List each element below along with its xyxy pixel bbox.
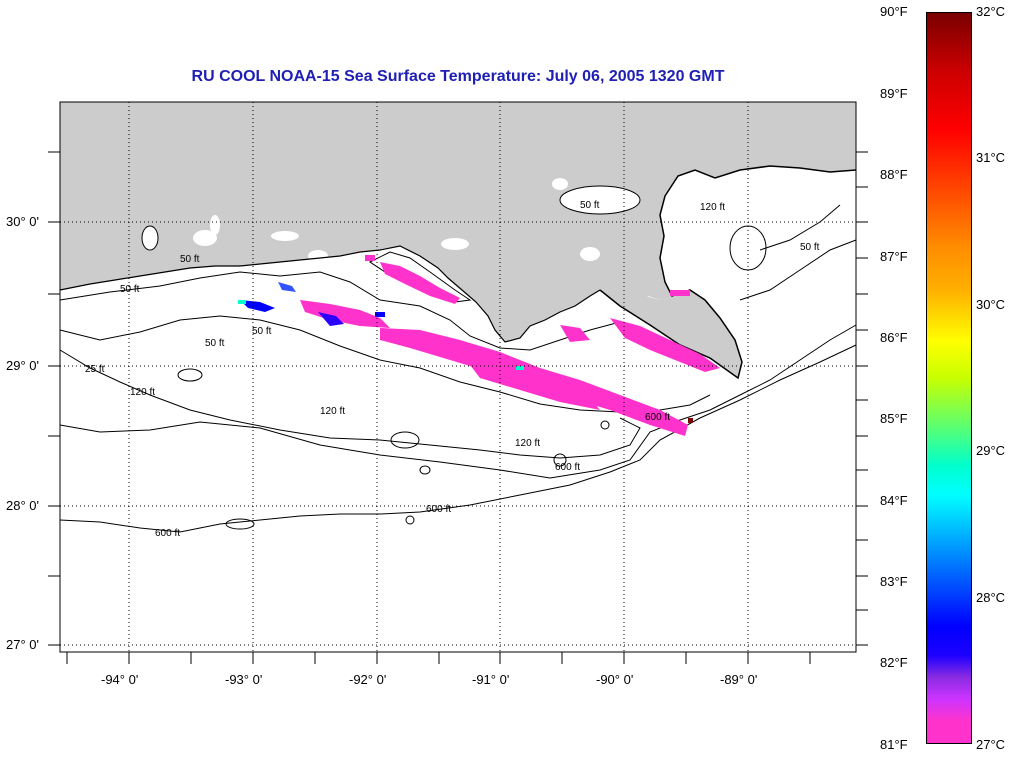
contour-label: 120 ft [130, 387, 155, 398]
colorbar-c-label: 29°C [976, 443, 1006, 458]
map-frame [59, 101, 857, 653]
colorbar-f-label: 90°F [880, 4, 908, 19]
lon-label: -91° 0' [472, 672, 510, 687]
lat-label: 30° 0' [6, 214, 39, 229]
colorbar-c-label: 28°C [976, 590, 1006, 605]
colorbar-f-label: 89°F [880, 86, 908, 101]
lon-label: -94° 0' [101, 672, 139, 687]
colorbar-f-label: 82°F [880, 655, 908, 670]
axis-ticks [48, 151, 868, 664]
grid-lines [60, 102, 856, 652]
contour-label: 120 ft [320, 406, 345, 417]
colorbar-f-label: 88°F [880, 167, 908, 182]
lon-label: -92° 0' [349, 672, 387, 687]
lon-label: -89° 0' [720, 672, 758, 687]
contour-label: 600 ft [645, 412, 670, 423]
contour-label: 600 ft [155, 528, 180, 539]
contour-label: 600 ft [555, 462, 580, 473]
colorbar-f-label: 86°F [880, 330, 908, 345]
contour-label: 50 ft [252, 326, 272, 337]
lat-label: 28° 0' [6, 498, 39, 513]
contour-labels: 50 ft 50 ft 50 ft 50 ft 50 ft 50 ft 120 … [85, 200, 820, 539]
colorbar-f-label: 85°F [880, 411, 908, 426]
colorbar-c-label: 31°C [976, 150, 1006, 165]
lat-label: 27° 0' [6, 637, 39, 652]
delta-land [600, 286, 742, 378]
map-title: RU COOL NOAA-15 Sea Surface Temperature:… [191, 68, 725, 85]
colorbar-f-label: 83°F [880, 574, 908, 589]
contour-label: 25 ft [85, 364, 105, 375]
colorbar-f-label: 84°F [880, 493, 908, 508]
land-mass [60, 102, 856, 342]
colorbar-f-label: 87°F [880, 249, 908, 264]
lat-label: 29° 0' [6, 358, 39, 373]
contour-label: 120 ft [515, 438, 540, 449]
colorbar-c-label: 30°C [976, 297, 1006, 312]
contour-label: 50 ft [120, 284, 140, 295]
contour-label: 50 ft [800, 242, 820, 253]
contour-label: 50 ft [580, 200, 600, 211]
temperature-colorbar [926, 12, 972, 744]
contour-label: 600 ft [426, 504, 451, 515]
contour-label: 50 ft [205, 338, 225, 349]
sst-overlay [238, 255, 720, 436]
contour-label: 120 ft [700, 202, 725, 213]
depth-contours [59, 204, 857, 533]
colorbar-c-label: 27°C [976, 737, 1006, 752]
contour-label: 50 ft [180, 254, 200, 265]
lon-label: -90° 0' [596, 672, 634, 687]
colorbar-c-label: 32°C [976, 4, 1006, 19]
lon-label: -93° 0' [225, 672, 263, 687]
colorbar-f-label: 81°F [880, 737, 908, 752]
